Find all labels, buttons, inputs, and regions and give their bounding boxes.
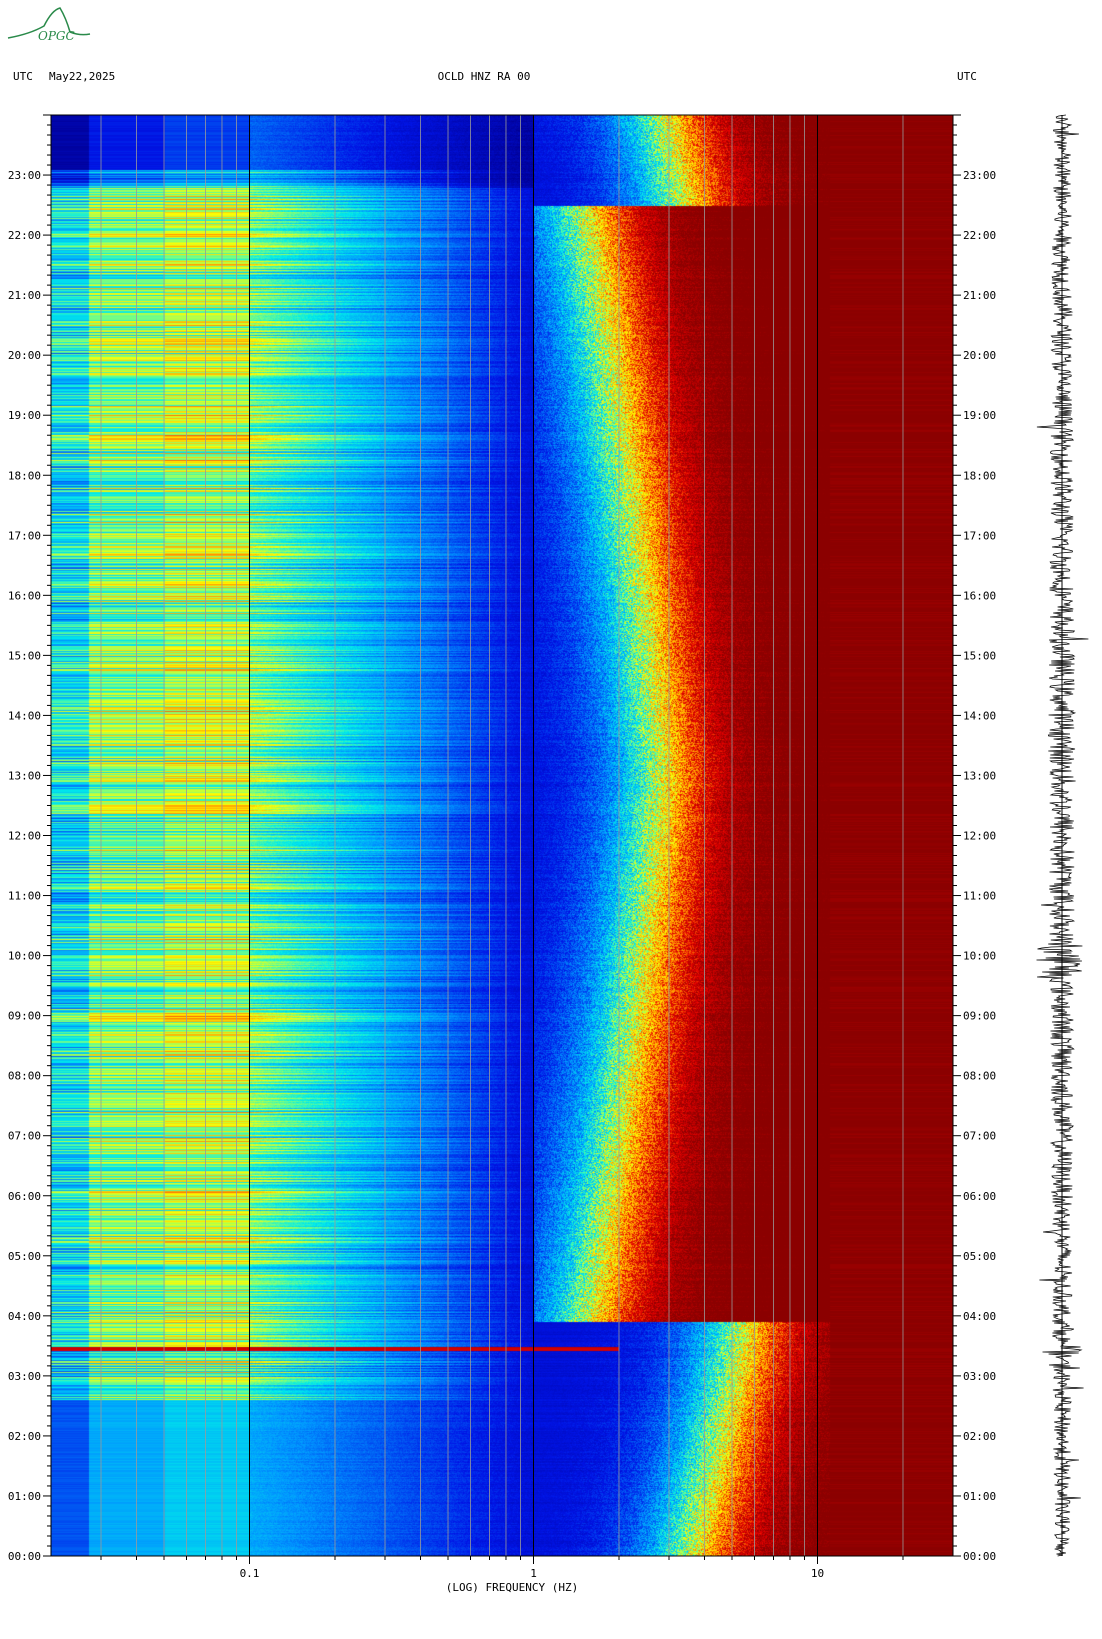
frequency-tick-label: 0.1 bbox=[240, 1567, 260, 1580]
right-time-label: 01:00 bbox=[963, 1490, 996, 1503]
spectrogram-image-holder bbox=[51, 115, 953, 1556]
seismogram-trace bbox=[1036, 114, 1089, 1557]
x-axis-label: (LOG) FREQUENCY (HZ) bbox=[446, 1581, 578, 1594]
left-time-label: 13:00 bbox=[8, 769, 41, 782]
right-time-axis: 00:00 01:00 02:00 03:00 04:00 05:00 06:00 07:00… bbox=[953, 114, 996, 1563]
right-time-label: 15:00 bbox=[963, 649, 996, 662]
right-time-label: 09:00 bbox=[963, 1010, 996, 1023]
left-time-label: 09:00 bbox=[8, 1010, 41, 1023]
right-time-label: 20:00 bbox=[963, 349, 996, 362]
left-time-label: 10:00 bbox=[8, 950, 41, 963]
left-time-label: 17:00 bbox=[8, 529, 41, 542]
logo-mountain-icon bbox=[7, 7, 91, 39]
left-time-label: 02:00 bbox=[8, 1430, 41, 1443]
right-time-label: 16:00 bbox=[963, 589, 996, 602]
frequency-tick-label: 10 bbox=[811, 1567, 824, 1580]
left-time-label: 22:00 bbox=[8, 229, 41, 242]
opgc-logo: OPGC bbox=[7, 7, 91, 43]
left-time-label: 19:00 bbox=[8, 409, 41, 422]
frequency-tick-label: 1 bbox=[530, 1567, 537, 1580]
left-time-label: 12:00 bbox=[8, 830, 41, 843]
left-time-label: 03:00 bbox=[8, 1370, 41, 1383]
header-station: OCLD HNZ RA 00 bbox=[438, 70, 531, 83]
right-time-label: 19:00 bbox=[963, 409, 996, 422]
left-time-label: 21:00 bbox=[8, 289, 41, 302]
left-time-label: 08:00 bbox=[8, 1070, 41, 1083]
right-time-label: 08:00 bbox=[963, 1070, 996, 1083]
right-time-label: 12:00 bbox=[963, 830, 996, 843]
left-time-label: 16:00 bbox=[8, 589, 41, 602]
header-right-utc: UTC bbox=[957, 70, 977, 83]
left-time-label: 15:00 bbox=[8, 649, 41, 662]
right-time-label: 02:00 bbox=[963, 1430, 996, 1443]
right-time-label: 13:00 bbox=[963, 769, 996, 782]
right-time-label: 11:00 bbox=[963, 890, 996, 903]
left-time-label: 18:00 bbox=[8, 469, 41, 482]
right-time-label: 23:00 bbox=[963, 169, 996, 182]
left-time-axis: 00:00 01:00 02:00 03:00 04:00 05:00 06:00 07:00… bbox=[8, 114, 51, 1563]
left-time-label: 07:00 bbox=[8, 1130, 41, 1143]
left-time-label: 01:00 bbox=[8, 1490, 41, 1503]
left-time-label: 14:00 bbox=[8, 709, 41, 722]
right-time-label: 00:00 bbox=[963, 1550, 996, 1563]
right-time-label: 05:00 bbox=[963, 1250, 996, 1263]
right-time-label: 14:00 bbox=[963, 709, 996, 722]
right-time-label: 06:00 bbox=[963, 1190, 996, 1203]
left-time-label: 05:00 bbox=[8, 1250, 41, 1263]
right-time-label: 07:00 bbox=[963, 1130, 996, 1143]
spectrogram-canvas bbox=[51, 115, 953, 1556]
left-time-label: 00:00 bbox=[8, 1550, 41, 1563]
right-time-label: 10:00 bbox=[963, 950, 996, 963]
left-time-label: 06:00 bbox=[8, 1190, 41, 1203]
right-time-label: 21:00 bbox=[963, 289, 996, 302]
logo-text: OPGC bbox=[38, 29, 75, 43]
right-time-label: 22:00 bbox=[963, 229, 996, 242]
header-left-utc: UTC bbox=[13, 70, 33, 83]
right-time-label: 04:00 bbox=[963, 1310, 996, 1323]
frequency-grid bbox=[100, 115, 904, 1556]
left-time-label: 04:00 bbox=[8, 1310, 41, 1323]
left-time-label: 11:00 bbox=[8, 890, 41, 903]
right-time-label: 17:00 bbox=[963, 529, 996, 542]
header-date: May22,2025 bbox=[49, 70, 115, 83]
right-time-label: 18:00 bbox=[963, 469, 996, 482]
frequency-axis: 0.1 1 10 bbox=[100, 1556, 904, 1580]
left-time-label: 20:00 bbox=[8, 349, 41, 362]
right-time-label: 03:00 bbox=[963, 1370, 996, 1383]
left-time-label: 23:00 bbox=[8, 169, 41, 182]
